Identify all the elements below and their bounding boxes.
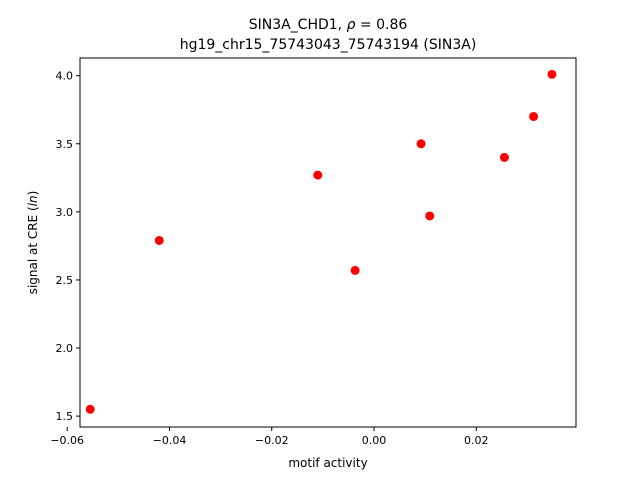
x-tick-label: 0.02	[464, 434, 489, 447]
data-point	[499, 152, 509, 162]
chart-title-line2: hg19_chr15_75743043_75743194 (SIN3A)	[180, 37, 477, 53]
y-axis-label: signal at CRE (ln)	[26, 191, 40, 295]
chart-title-line1: SIN3A_CHD1, ρ = 0.86	[249, 17, 408, 33]
data-point	[85, 404, 95, 414]
x-tick-label: 0.00	[362, 434, 387, 447]
x-tick-label: −0.04	[153, 434, 187, 447]
x-axis-label: motif activity	[288, 456, 367, 470]
data-point	[425, 211, 435, 221]
data-point	[416, 139, 426, 149]
data-point	[154, 235, 164, 245]
y-tick-label: 2.5	[56, 274, 74, 287]
data-points	[85, 69, 557, 414]
data-point	[529, 112, 539, 122]
plot-frame	[79, 57, 577, 428]
data-point	[350, 265, 360, 275]
x-tick-label: −0.02	[255, 434, 289, 447]
x-axis-ticks: −0.06 −0.04 −0.02 0.00 0.02	[50, 427, 489, 447]
y-tick-label: 2.0	[56, 342, 74, 355]
data-point	[313, 170, 323, 180]
x-tick-label: −0.06	[50, 434, 84, 447]
y-tick-label: 1.5	[56, 410, 74, 423]
y-axis-ticks: 1.5 2.0 2.5 3.0 3.5 4.0	[56, 70, 80, 423]
y-tick-label: 3.0	[56, 206, 74, 219]
y-tick-label: 4.0	[56, 70, 74, 83]
y-tick-label: 3.5	[56, 138, 74, 151]
data-point	[547, 69, 557, 79]
